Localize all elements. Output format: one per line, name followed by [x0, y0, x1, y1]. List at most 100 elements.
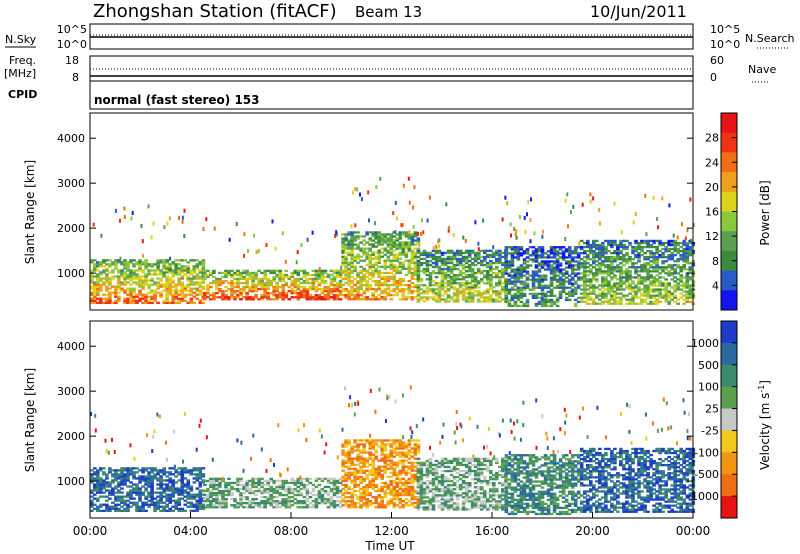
scatter-cell	[501, 274, 505, 277]
scatter-cell	[537, 268, 542, 271]
scatter-cell	[540, 304, 545, 308]
scatter-cell	[126, 299, 130, 302]
scatter-cell	[461, 298, 466, 301]
scatter-cell	[90, 479, 94, 482]
scatter-cell	[344, 455, 348, 458]
scatter-cell	[464, 251, 469, 255]
scatter-cell	[462, 235, 465, 240]
scatter-cell	[260, 279, 264, 283]
scatter-cell	[296, 250, 299, 255]
scatter-cell	[386, 485, 391, 489]
scatter-cell	[311, 483, 316, 487]
scatter-cell	[114, 503, 118, 506]
scatter-cell	[610, 296, 614, 299]
scatter-cell	[380, 296, 384, 299]
scatter-cell	[579, 258, 584, 261]
scatter-cell	[203, 500, 207, 503]
scatter-cell	[649, 260, 653, 263]
scatter-cell	[549, 252, 554, 255]
scatter-cell	[655, 302, 659, 305]
scatter-cell	[365, 491, 369, 495]
scatter-cell	[290, 496, 295, 499]
scatter-cell	[428, 259, 433, 263]
scatter-cell	[570, 270, 575, 273]
scatter-cell	[461, 257, 466, 261]
scatter-cell	[443, 300, 448, 303]
scatter-cell	[443, 267, 448, 271]
scatter-cell	[356, 237, 360, 240]
scatter-cell	[371, 231, 375, 234]
scatter-cell	[189, 259, 194, 262]
scatter-cell	[564, 292, 569, 295]
scatter-cell	[531, 278, 536, 281]
scatter-cell	[576, 296, 581, 299]
scatter-cell	[395, 253, 400, 256]
scatter-cell	[183, 503, 188, 506]
scatter-cell	[165, 297, 169, 300]
scatter-cell	[263, 269, 267, 272]
scatter-cell	[431, 265, 436, 269]
scatter-cell	[117, 295, 121, 298]
scatter-cell	[141, 283, 145, 286]
scatter-cell	[162, 285, 166, 288]
scatter-cell	[619, 288, 623, 291]
scatter-cell	[607, 256, 611, 259]
scatter-cell	[93, 287, 97, 290]
scatter-cell	[317, 491, 322, 495]
scatter-cell	[401, 294, 406, 297]
scatter-cell	[93, 477, 97, 480]
scatter-cell	[195, 493, 200, 496]
scatter-cell	[375, 185, 378, 189]
scatter-cell	[476, 255, 481, 259]
scatter-cell	[338, 500, 343, 503]
scatter-cell	[248, 290, 252, 293]
scatter-cell	[329, 477, 334, 480]
scatter-cell	[458, 284, 463, 287]
scatter-cell	[495, 272, 499, 275]
scatter-cell	[212, 294, 216, 297]
scatter-cell	[177, 479, 181, 482]
scatter-cell	[186, 275, 191, 278]
scatter-cell	[275, 288, 279, 291]
scatter-cell	[486, 272, 490, 275]
scatter-cell	[263, 290, 267, 293]
scatter-cell	[189, 487, 194, 490]
scatter-cell	[129, 291, 133, 294]
scatter-cell	[640, 239, 644, 243]
scatter-cell	[132, 473, 136, 476]
scatter-cell	[236, 281, 240, 285]
scatter-cell	[446, 300, 451, 303]
scatter-cell	[350, 249, 354, 252]
scatter-cell	[395, 239, 400, 242]
scatter-cell	[522, 280, 527, 283]
scatter-cell	[362, 283, 366, 287]
scatter-cell	[555, 262, 560, 265]
scatter-cell	[311, 493, 316, 497]
scatter-cell	[467, 265, 472, 269]
scatter-cell	[350, 255, 354, 258]
scatter-cell	[293, 481, 298, 485]
scatter-cell	[99, 495, 103, 498]
scatter-cell	[168, 467, 172, 470]
scatter-cell	[404, 253, 409, 256]
scatter-cell	[138, 507, 142, 510]
scatter-cell	[416, 270, 421, 273]
scatter-cell	[99, 271, 103, 274]
scatter-cell	[616, 284, 620, 287]
scatter-cell	[489, 249, 493, 252]
scatter-cell	[212, 491, 216, 495]
scatter-cell	[111, 301, 115, 304]
scatter-cell	[183, 285, 188, 288]
scatter-cell	[601, 296, 605, 299]
scatter-cell	[245, 269, 249, 272]
scatter-cell	[299, 500, 304, 503]
scatter-cell	[658, 290, 662, 293]
scatter-cell	[368, 471, 372, 474]
scatter-cell	[389, 233, 394, 236]
scatter-cell	[679, 245, 683, 249]
scatter-cell	[344, 496, 348, 499]
scatter-cell	[398, 269, 403, 272]
scatter-cell	[356, 279, 360, 283]
scatter-cell	[586, 239, 590, 243]
scatter-cell	[224, 487, 228, 491]
